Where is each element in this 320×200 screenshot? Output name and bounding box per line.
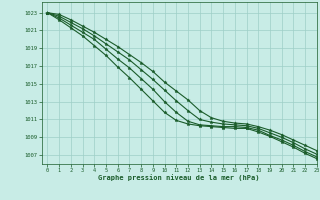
X-axis label: Graphe pression niveau de la mer (hPa): Graphe pression niveau de la mer (hPa) xyxy=(99,175,260,181)
